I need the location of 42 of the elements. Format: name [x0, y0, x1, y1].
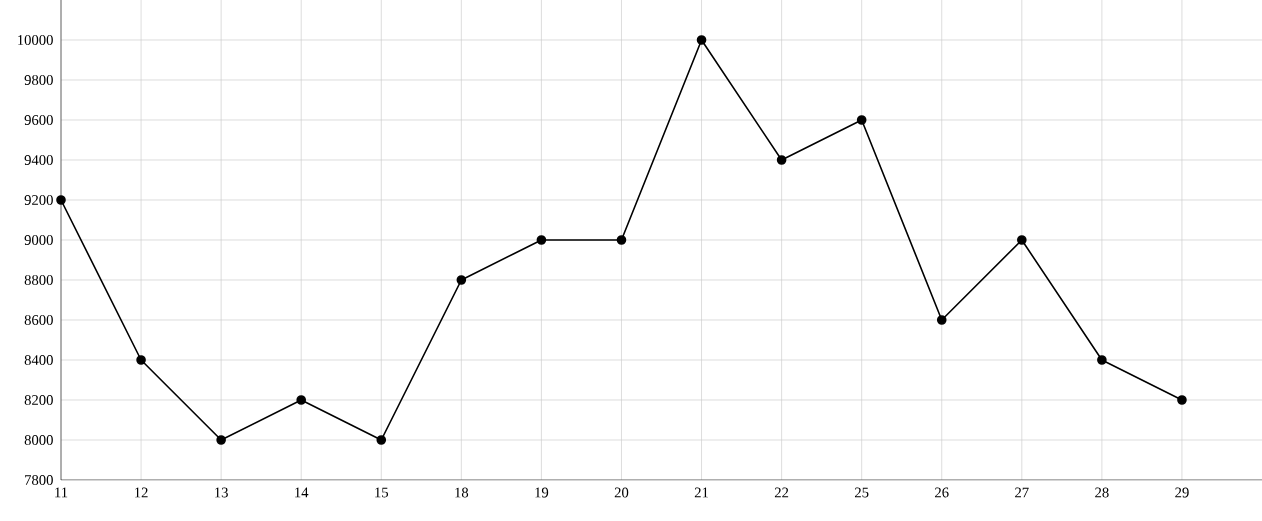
y-tick-label: 10000 [18, 35, 53, 45]
point [216, 435, 226, 445]
point [56, 195, 66, 205]
y-tick-label: 7800 [25, 475, 53, 485]
point [936, 315, 947, 325]
x-tick-label: 11 [55, 487, 68, 498]
x-tick-label: 12 [135, 487, 148, 498]
x-tick-label: 14 [295, 487, 309, 498]
y-tick-label: 9600 [24, 115, 53, 125]
point [696, 35, 707, 45]
x-tick-label: 27 [1015, 487, 1029, 498]
point [616, 235, 627, 245]
x-tick-label: 20 [614, 487, 629, 498]
point [776, 155, 787, 165]
point [1017, 235, 1027, 245]
x-tick-label: 18 [455, 487, 469, 498]
x-tick-label: 26 [935, 487, 949, 498]
y-tick-label: 9800 [24, 75, 53, 85]
y-tick-label: 8200 [24, 395, 53, 405]
point [376, 435, 387, 445]
x-tick-label: 15 [375, 487, 389, 498]
y-tick-label: 9400 [24, 155, 53, 165]
point [856, 115, 867, 125]
x-tick-label: 19 [535, 487, 549, 498]
y-tick-label: 8400 [24, 355, 53, 365]
x-tick-label: 25 [854, 487, 869, 498]
y-tick-label: 8600 [24, 315, 53, 325]
x-tick-label: 22 [774, 487, 789, 498]
point [1177, 395, 1187, 405]
x-tick-label: 29 [1175, 487, 1189, 498]
y-tick-label: 9000 [24, 235, 53, 245]
y-tick-label: 8800 [24, 275, 53, 285]
point [456, 275, 467, 285]
y-tick-label: 8000 [24, 435, 53, 445]
y-tick-label: 9200 [24, 195, 53, 205]
point [136, 355, 146, 365]
x-tick-label: 21 [694, 487, 708, 498]
point [1097, 355, 1107, 365]
x-tick-label: 13 [215, 487, 228, 498]
point [536, 235, 547, 245]
point [296, 395, 307, 405]
x-tick-label: 28 [1095, 487, 1109, 498]
